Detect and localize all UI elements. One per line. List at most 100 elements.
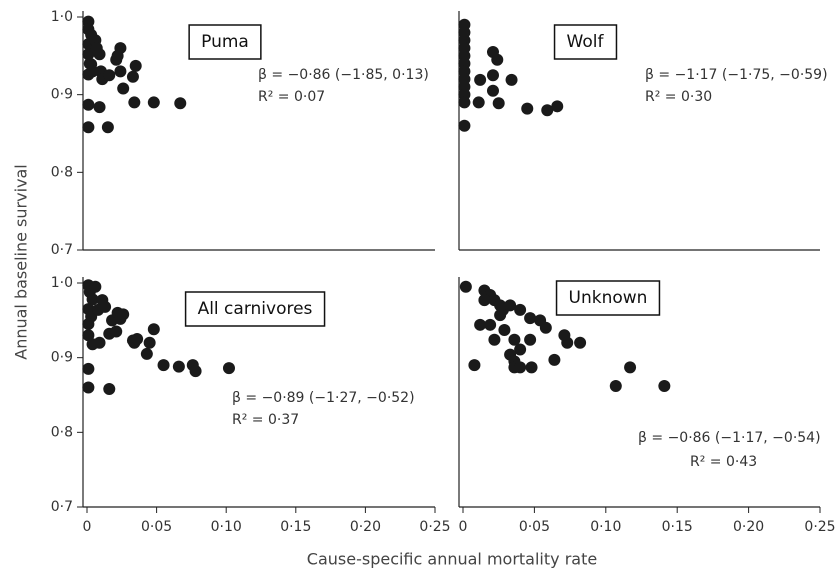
panel-label: Unknown bbox=[569, 288, 648, 308]
point bbox=[514, 343, 527, 356]
annotation: R² = 0·37 bbox=[232, 412, 299, 428]
x-tick-label: 0·20 bbox=[350, 519, 381, 535]
point bbox=[82, 318, 95, 331]
point bbox=[505, 73, 518, 86]
x-tick-label: 0·05 bbox=[519, 519, 550, 535]
point bbox=[472, 96, 485, 109]
y-tick-label: 0·8 bbox=[51, 164, 73, 180]
annotation: β = −1·17 (−1·75, −0·59) bbox=[645, 67, 828, 83]
point bbox=[126, 70, 139, 83]
point bbox=[222, 362, 235, 375]
point bbox=[93, 101, 106, 114]
point bbox=[99, 300, 112, 313]
point bbox=[93, 336, 106, 349]
annotation: R² = 0·07 bbox=[258, 89, 325, 105]
point bbox=[128, 96, 141, 109]
point bbox=[474, 318, 487, 331]
point bbox=[174, 97, 187, 110]
x-tick-label: 0 bbox=[459, 519, 468, 535]
point bbox=[147, 96, 160, 109]
point bbox=[131, 333, 144, 345]
point bbox=[492, 97, 505, 110]
point bbox=[143, 336, 156, 349]
point bbox=[82, 48, 95, 61]
point bbox=[101, 121, 114, 134]
point bbox=[140, 347, 153, 360]
annotation: β = −0·86 (−1·17, −0·54) bbox=[638, 430, 821, 446]
label-box bbox=[555, 280, 661, 316]
x-tick-label: 0·15 bbox=[280, 519, 311, 535]
y-axis-title: Annual baseline survival bbox=[12, 164, 31, 360]
point bbox=[524, 312, 537, 325]
point bbox=[468, 359, 481, 372]
point bbox=[551, 100, 564, 113]
point bbox=[82, 121, 95, 134]
x-tick-label: 0·10 bbox=[590, 519, 621, 535]
point bbox=[514, 303, 527, 316]
point bbox=[103, 383, 116, 396]
point bbox=[82, 381, 95, 394]
point bbox=[89, 280, 102, 293]
point bbox=[157, 359, 170, 372]
x-tick-label: 0·25 bbox=[804, 519, 835, 535]
point bbox=[110, 325, 123, 338]
point bbox=[82, 329, 95, 342]
y-tick-label: 0·8 bbox=[51, 424, 73, 440]
y-tick-label: 0·9 bbox=[51, 350, 73, 366]
point bbox=[541, 104, 554, 117]
point bbox=[548, 353, 561, 366]
y-tick-label: 0·7 bbox=[51, 499, 73, 515]
point bbox=[484, 318, 497, 331]
point bbox=[458, 96, 471, 109]
point bbox=[609, 380, 622, 393]
y-tick-label: 0·9 bbox=[51, 87, 73, 103]
point bbox=[147, 323, 160, 336]
point bbox=[114, 65, 127, 78]
point bbox=[93, 48, 106, 61]
point bbox=[486, 69, 499, 82]
point bbox=[86, 65, 99, 78]
annotation: R² = 0·30 bbox=[645, 89, 712, 105]
point bbox=[103, 69, 116, 82]
point bbox=[658, 380, 671, 393]
y-tick-label: 1·0 bbox=[51, 9, 73, 25]
point bbox=[498, 324, 511, 337]
point bbox=[494, 309, 507, 322]
point bbox=[488, 333, 501, 346]
point bbox=[504, 299, 517, 312]
point bbox=[491, 53, 504, 66]
point bbox=[459, 280, 472, 293]
point bbox=[82, 362, 95, 375]
point bbox=[172, 360, 185, 373]
label-box bbox=[184, 291, 326, 327]
point bbox=[525, 361, 538, 374]
y-tick-label: 1·0 bbox=[51, 275, 73, 291]
point bbox=[474, 73, 487, 86]
x-tick-label: 0·10 bbox=[211, 519, 242, 535]
x-tick-label: 0·20 bbox=[733, 519, 764, 535]
x-tick-label: 0·15 bbox=[662, 519, 693, 535]
point bbox=[458, 119, 471, 132]
point bbox=[189, 365, 202, 378]
point bbox=[574, 336, 587, 349]
y-tick-label: 0·7 bbox=[51, 242, 73, 258]
panel-label: Wolf bbox=[567, 32, 605, 52]
annotation: β = −0·86 (−1·85, 0·13) bbox=[258, 67, 429, 83]
point bbox=[524, 333, 537, 346]
annotation: β = −0·89 (−1·27, −0·52) bbox=[232, 390, 415, 406]
x-tick-label: 0 bbox=[83, 519, 92, 535]
point bbox=[521, 102, 534, 115]
point bbox=[86, 293, 99, 306]
panel-label: Puma bbox=[201, 32, 249, 52]
point bbox=[117, 308, 130, 321]
label-box bbox=[553, 24, 618, 60]
annotation: R² = 0·43 bbox=[690, 454, 757, 470]
x-tick-label: 0·05 bbox=[141, 519, 172, 535]
point bbox=[624, 361, 637, 374]
point bbox=[508, 333, 521, 346]
label-box bbox=[188, 24, 262, 60]
point bbox=[561, 336, 574, 349]
point bbox=[486, 84, 499, 97]
point bbox=[82, 98, 95, 111]
